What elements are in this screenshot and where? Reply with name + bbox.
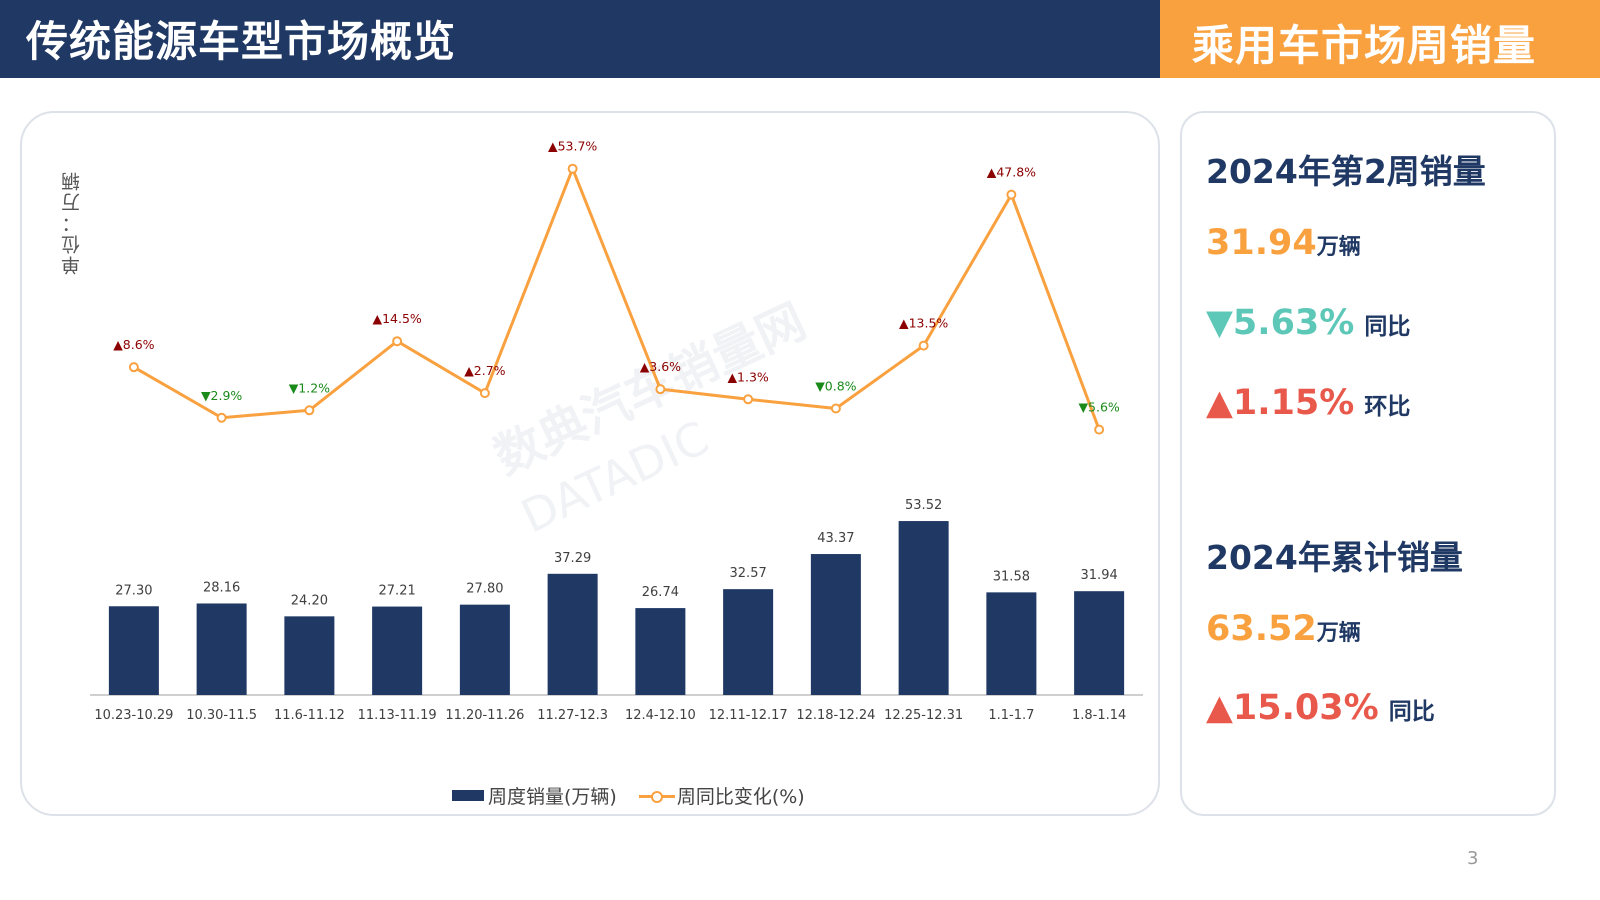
week-unit: 万辆 (1316, 235, 1361, 260)
ytd-sales: 63.52万辆 (1206, 609, 1361, 649)
week-sales: 31.94万辆 (1206, 223, 1361, 263)
ytd-unit: 万辆 (1316, 621, 1361, 646)
week-yoy-label: 同比 (1364, 314, 1411, 340)
section-banner: 乘用车市场周销量 (1160, 0, 1600, 78)
ytd-value: 63.52 (1206, 609, 1317, 649)
week-mom: ▲1.15% 环比 (1206, 383, 1410, 423)
summary-panel: 2024年第2周销量 31.94万辆 ▼5.63% 同比 ▲1.15% 环比 202… (1180, 111, 1556, 816)
week-mom-label: 环比 (1364, 394, 1411, 420)
legend-bar-label: 周度销量(万辆) (488, 786, 617, 808)
page-title: 传统能源车型市场概览 (26, 17, 457, 66)
unit-label: 单位：万辆 (61, 170, 83, 275)
ytd-yoy-label: 同比 (1388, 699, 1435, 725)
week-value: 31.94 (1206, 223, 1317, 263)
ytd-yoy-value: ▲15.03% (1206, 688, 1379, 728)
chart-legend: 周度销量(万辆) 周同比变化(%) (452, 782, 805, 809)
legend-bar-swatch (452, 790, 484, 801)
week-title: 2024年第2周销量 (1206, 152, 1486, 191)
week-yoy-value: ▼5.63% (1206, 303, 1355, 343)
header-bar: 传统能源车型市场概览 (0, 0, 1160, 78)
legend-line-label: 周同比变化(%) (676, 786, 805, 808)
page-number: 3 (1467, 848, 1479, 869)
week-mom-value: ▲1.15% (1206, 383, 1355, 423)
section-title: 乘用车市场周销量 (1192, 21, 1537, 70)
week-yoy: ▼5.63% 同比 (1206, 303, 1410, 343)
legend-line-swatch (638, 790, 675, 803)
ytd-title: 2024年累计销量 (1206, 538, 1463, 577)
ytd-yoy: ▲15.03% 同比 (1206, 688, 1435, 728)
